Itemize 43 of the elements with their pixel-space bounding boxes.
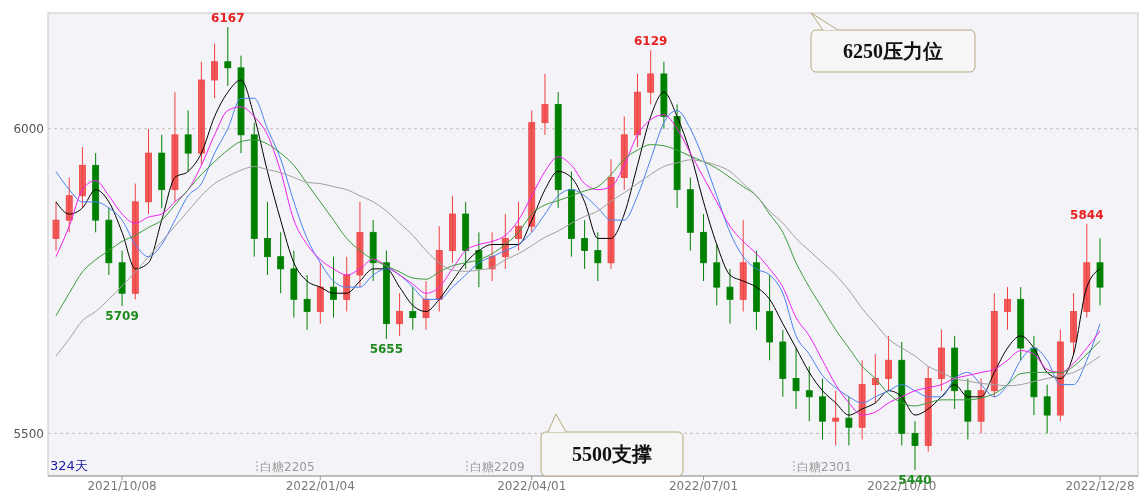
candlestick — [277, 231, 285, 294]
x-tick-label: 2022/01/04 — [285, 479, 355, 493]
candlestick — [832, 390, 840, 447]
annotation: 6167 — [211, 11, 245, 26]
annotation: 6129 — [633, 34, 668, 49]
candlestick — [330, 256, 337, 319]
candlestick — [581, 219, 589, 270]
candlestick — [1043, 384, 1051, 434]
candlestick — [422, 280, 430, 331]
annotation: 6250压力位 — [843, 40, 943, 62]
candlestick — [1004, 286, 1011, 331]
candlestick — [911, 420, 919, 471]
candlestick — [885, 335, 892, 392]
candlestick — [805, 365, 813, 422]
annotation: 5709 — [105, 309, 139, 324]
candlestick — [409, 286, 417, 331]
candlestick — [541, 73, 549, 136]
x-tick-label: 2022/12/28 — [1065, 479, 1135, 493]
candlestick — [396, 292, 403, 337]
y-tick-label: 5500 — [13, 426, 44, 441]
candlestick — [224, 26, 232, 87]
annotation: 白糖2205 — [260, 460, 315, 474]
candlestick — [726, 268, 734, 325]
x-tick-label: 2022/07/01 — [668, 479, 739, 493]
y-tick-label: 6000 — [13, 121, 44, 136]
candlestick — [184, 109, 192, 172]
candlestick — [488, 231, 496, 282]
candlestick — [594, 231, 602, 282]
candlestick — [792, 347, 800, 410]
annotation: 324天 — [50, 458, 88, 473]
annotation: 5844 — [1070, 207, 1104, 222]
annotation: 5655 — [369, 341, 404, 356]
candlestick — [211, 42, 218, 99]
candlestick — [845, 396, 853, 447]
x-tick-label: 2022/04/01 — [497, 479, 567, 493]
annotation: 白糖2209 — [470, 460, 525, 474]
candlestick — [264, 201, 271, 276]
annotation: 5500支撑 — [572, 443, 652, 465]
x-tick-label: 2021/10/08 — [87, 479, 157, 493]
candlestick — [52, 201, 60, 252]
candlestick — [647, 49, 655, 105]
annotation: 白糖2301 — [797, 460, 852, 474]
candlestick — [303, 274, 311, 331]
